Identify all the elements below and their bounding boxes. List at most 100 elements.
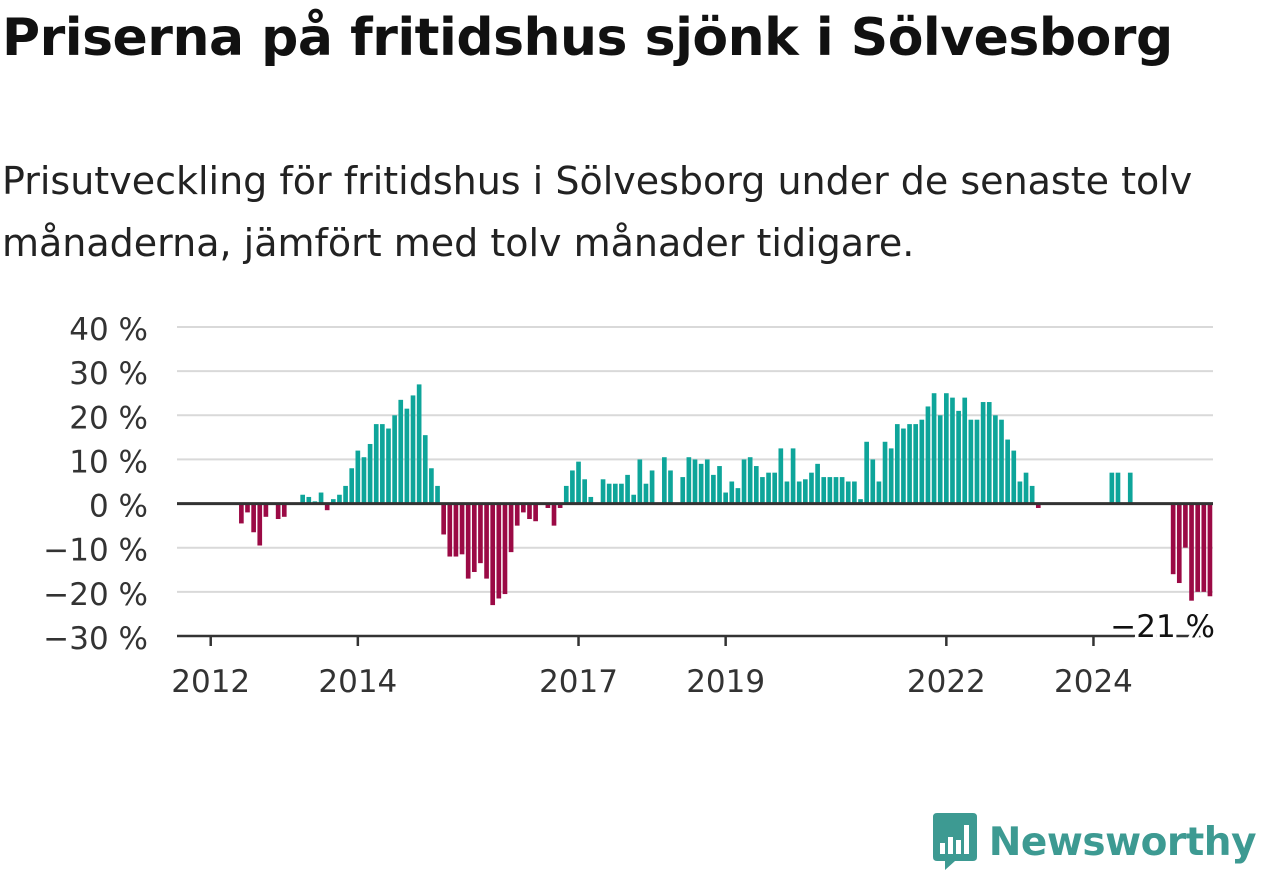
bar bbox=[447, 503, 453, 557]
bar bbox=[563, 485, 569, 504]
bar bbox=[704, 459, 710, 504]
bar bbox=[263, 503, 269, 517]
bar bbox=[606, 483, 612, 504]
bar bbox=[925, 406, 931, 504]
bar bbox=[717, 466, 722, 504]
bar bbox=[944, 393, 949, 504]
axes bbox=[177, 502, 1213, 646]
bar bbox=[668, 470, 673, 504]
bar bbox=[275, 503, 281, 520]
bar bbox=[741, 459, 747, 504]
bar bbox=[490, 503, 496, 606]
bar bbox=[649, 470, 655, 504]
bar bbox=[950, 397, 955, 504]
chart-subtitle: Prisutveckling för fritidshus i Sölvesbo… bbox=[2, 159, 1193, 265]
bar bbox=[471, 503, 477, 572]
bar bbox=[239, 503, 244, 524]
bar bbox=[318, 492, 324, 504]
bar bbox=[778, 448, 784, 504]
x-tick-label: 2017 bbox=[539, 664, 618, 700]
y-tick-label: 10 % bbox=[69, 444, 148, 480]
bar bbox=[852, 481, 857, 504]
bar bbox=[1195, 503, 1201, 592]
bar bbox=[986, 402, 992, 504]
bar bbox=[570, 470, 575, 504]
bar bbox=[974, 419, 980, 504]
bar bbox=[373, 424, 379, 504]
bar bbox=[1170, 503, 1176, 575]
bar bbox=[827, 477, 833, 504]
bar bbox=[410, 395, 416, 504]
bar bbox=[937, 415, 943, 504]
y-tick-label: −20 % bbox=[43, 577, 148, 613]
bar bbox=[753, 466, 759, 504]
bar bbox=[980, 402, 986, 504]
bar bbox=[619, 483, 624, 504]
bar bbox=[478, 503, 483, 564]
y-tick-label: 20 % bbox=[69, 400, 148, 436]
bar bbox=[907, 424, 912, 504]
bar bbox=[711, 474, 716, 504]
bar bbox=[502, 503, 508, 595]
x-axis-labels: 2012 2014 2017 2019 2022 2024 bbox=[171, 664, 1133, 700]
bar bbox=[576, 461, 581, 504]
bar bbox=[735, 488, 741, 504]
bar bbox=[747, 457, 753, 504]
bar bbox=[404, 408, 410, 504]
bar bbox=[692, 459, 698, 504]
x-tick-label: 2012 bbox=[171, 664, 250, 700]
x-tick-label: 2019 bbox=[686, 664, 765, 700]
bar bbox=[465, 503, 471, 579]
bar bbox=[760, 477, 765, 504]
y-tick-label: −10 % bbox=[43, 533, 148, 569]
bar bbox=[459, 503, 465, 555]
bar bbox=[343, 485, 348, 504]
bar bbox=[913, 424, 919, 504]
bar bbox=[993, 415, 998, 504]
bar bbox=[1127, 472, 1133, 504]
bar bbox=[281, 503, 287, 517]
bar bbox=[1189, 503, 1194, 601]
bar bbox=[723, 492, 728, 504]
bar bbox=[514, 503, 520, 526]
bar bbox=[833, 477, 839, 504]
bar bbox=[680, 477, 686, 504]
bar bbox=[429, 468, 434, 504]
x-tick-label: 2022 bbox=[907, 664, 986, 700]
bar bbox=[545, 503, 551, 508]
bar bbox=[380, 424, 385, 504]
bar bbox=[858, 499, 863, 504]
bar bbox=[588, 496, 594, 504]
bar bbox=[888, 448, 894, 504]
bar bbox=[392, 415, 397, 504]
bar bbox=[894, 424, 900, 504]
bar bbox=[453, 503, 459, 557]
bar bbox=[355, 450, 361, 504]
bar bbox=[245, 503, 250, 513]
gridlines bbox=[177, 326, 1213, 593]
bar bbox=[962, 397, 968, 504]
y-tick-label: 40 % bbox=[69, 312, 148, 348]
bar bbox=[919, 419, 925, 504]
bar bbox=[1029, 485, 1035, 504]
bar bbox=[600, 479, 606, 504]
bar bbox=[257, 503, 263, 546]
bar-chart: 40 %30 %20 %10 %0 %−10 %−20 %−30 % 2012 2… bbox=[43, 312, 1218, 700]
bar bbox=[876, 481, 882, 504]
bar bbox=[839, 477, 845, 504]
bar bbox=[1183, 503, 1188, 548]
bar bbox=[870, 459, 876, 504]
bar bbox=[821, 477, 827, 504]
bar bbox=[845, 481, 851, 504]
bar bbox=[582, 479, 587, 504]
x-tick-label: 2014 bbox=[318, 664, 397, 700]
bar bbox=[1207, 503, 1213, 597]
bar bbox=[1109, 472, 1115, 504]
bar bbox=[435, 485, 440, 504]
bar bbox=[766, 472, 771, 504]
bar bbox=[251, 503, 256, 533]
bar bbox=[1023, 472, 1029, 504]
bars bbox=[239, 384, 1213, 606]
bar bbox=[1005, 439, 1010, 504]
bar bbox=[1115, 472, 1121, 504]
